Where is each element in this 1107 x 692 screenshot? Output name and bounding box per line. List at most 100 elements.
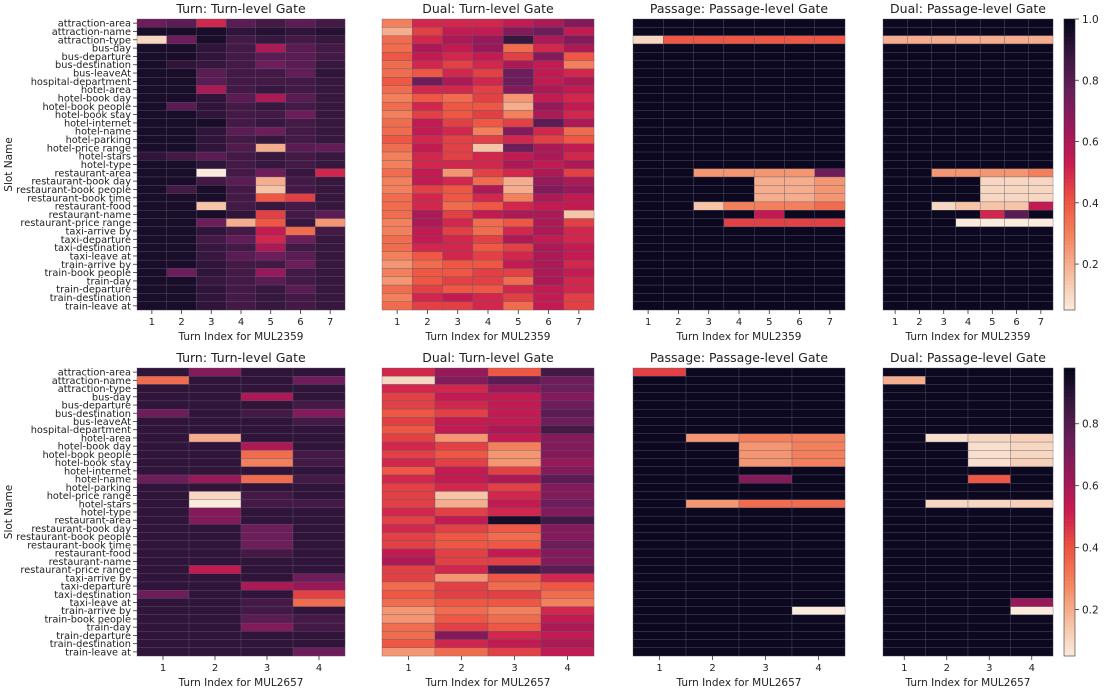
y-tick-label: hotel-book day bbox=[58, 442, 132, 453]
heatmap-cell bbox=[632, 193, 664, 203]
heatmap-cell bbox=[292, 441, 346, 451]
heatmap-cell bbox=[240, 524, 294, 533]
heatmap-cell bbox=[663, 85, 694, 95]
heatmap-cell bbox=[196, 268, 227, 277]
heatmap-cell bbox=[882, 18, 908, 28]
heatmap-cell bbox=[882, 408, 926, 418]
heatmap-cell bbox=[882, 483, 926, 492]
heatmap-cell bbox=[632, 639, 687, 648]
heatmap-cell bbox=[882, 118, 908, 128]
heatmap-cell bbox=[381, 185, 413, 194]
heatmap-cell bbox=[472, 276, 504, 286]
heatmap-cell bbox=[925, 425, 969, 435]
heatmap-cell bbox=[225, 201, 257, 211]
colorbar-segment bbox=[1064, 641, 1075, 646]
heatmap-cell bbox=[166, 259, 197, 269]
heatmap-panel bbox=[136, 18, 346, 311]
heatmap-cell bbox=[1004, 135, 1029, 144]
heatmap-cell bbox=[412, 276, 443, 286]
heatmap-cell bbox=[738, 515, 793, 525]
heatmap-cell bbox=[791, 376, 846, 385]
y-tick-label: taxi-leave at bbox=[70, 251, 132, 262]
heatmap-cell bbox=[196, 259, 227, 269]
heatmap-cell bbox=[723, 234, 755, 244]
heatmap-cell bbox=[632, 160, 664, 169]
heatmap-cell bbox=[136, 143, 167, 153]
heatmap-cell bbox=[196, 18, 227, 28]
heatmap-cell bbox=[225, 126, 257, 136]
heatmap-cell bbox=[1028, 35, 1054, 45]
heatmap-cell bbox=[412, 35, 443, 45]
heatmap-cell bbox=[315, 234, 346, 244]
heatmap-cell bbox=[540, 548, 595, 558]
heatmap-cell bbox=[979, 27, 1005, 36]
colorbar-segment bbox=[1064, 219, 1075, 224]
heatmap-cell bbox=[955, 168, 981, 178]
heatmap-cell bbox=[955, 276, 981, 286]
heatmap-cell bbox=[381, 524, 436, 533]
heatmap-cell bbox=[442, 118, 474, 128]
heatmap-cell bbox=[563, 93, 595, 103]
heatmap-cell bbox=[693, 85, 725, 95]
heatmap-cell bbox=[434, 458, 489, 467]
heatmap-cell bbox=[753, 185, 785, 194]
heatmap-cell bbox=[814, 143, 846, 153]
heatmap-cell bbox=[381, 151, 413, 161]
heatmap-cell bbox=[931, 68, 957, 78]
heatmap-cell bbox=[225, 60, 257, 70]
heatmap-cell bbox=[166, 77, 197, 86]
heatmap-cell bbox=[502, 243, 534, 253]
heatmap-cell bbox=[738, 589, 793, 599]
heatmap-cell bbox=[292, 376, 346, 385]
heatmap-cell bbox=[1028, 201, 1054, 211]
heatmap-cell bbox=[255, 85, 286, 95]
heatmap-cell bbox=[882, 301, 908, 311]
colorbar-segment bbox=[1064, 562, 1075, 567]
heatmap-cell bbox=[540, 491, 595, 500]
heatmap-cell bbox=[685, 499, 740, 509]
heatmap-cell bbox=[685, 408, 740, 418]
heatmap-cell bbox=[315, 193, 346, 203]
heatmap-cell bbox=[1028, 93, 1054, 103]
heatmap-cell bbox=[563, 284, 595, 294]
colorbar-segment bbox=[1064, 284, 1075, 289]
heatmap-cell bbox=[255, 110, 286, 119]
heatmap-cell bbox=[381, 135, 413, 144]
heatmap-cell bbox=[540, 507, 595, 517]
heatmap-cell bbox=[240, 606, 294, 616]
heatmap-cell bbox=[1010, 408, 1054, 418]
heatmap-cell bbox=[412, 68, 443, 78]
heatmap-cell bbox=[502, 259, 534, 269]
heatmap-cell bbox=[1004, 293, 1029, 302]
heatmap-cell bbox=[136, 515, 190, 525]
heatmap-cell bbox=[1028, 234, 1054, 244]
heatmap-cell bbox=[472, 43, 504, 53]
heatmap-cell bbox=[381, 507, 436, 517]
heatmap-cell bbox=[663, 35, 694, 45]
heatmap-cell bbox=[784, 185, 815, 194]
heatmap-cell bbox=[292, 622, 346, 632]
heatmap-cell bbox=[381, 268, 413, 277]
heatmap-cell bbox=[1028, 118, 1054, 128]
heatmap-cell bbox=[967, 532, 1011, 542]
heatmap-cell bbox=[563, 176, 595, 186]
heatmap-cell bbox=[1010, 639, 1054, 648]
heatmap-cell bbox=[925, 647, 969, 657]
heatmap-cell bbox=[955, 135, 981, 144]
heatmap-cell bbox=[381, 35, 413, 45]
heatmap-cell bbox=[225, 243, 257, 253]
heatmap-cell bbox=[685, 474, 740, 484]
heatmap-cell bbox=[632, 647, 687, 657]
y-tick-label: bus-leaveAt bbox=[73, 417, 131, 428]
heatmap-cell bbox=[784, 35, 815, 45]
heatmap-cell bbox=[381, 622, 436, 632]
colorbar-segment bbox=[1064, 418, 1075, 423]
heatmap-cell bbox=[632, 425, 687, 435]
heatmap-cell bbox=[442, 27, 474, 36]
heatmap-cell bbox=[907, 118, 932, 128]
heatmap-cell bbox=[434, 606, 489, 616]
heatmap-cell bbox=[487, 458, 542, 467]
heatmap-cell bbox=[967, 557, 1011, 566]
heatmap-cell bbox=[693, 68, 725, 78]
colorbar-segment bbox=[1064, 580, 1075, 585]
